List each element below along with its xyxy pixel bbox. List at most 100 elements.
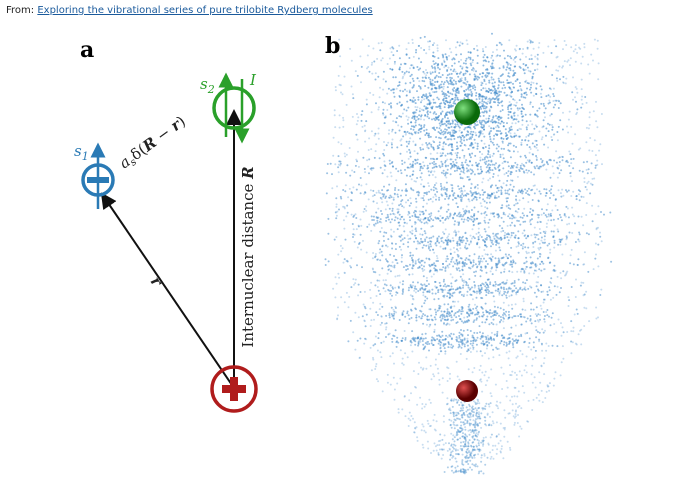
density-dot [403,130,406,133]
density-dot [539,318,541,321]
density-dot [416,177,419,179]
density-dot [452,102,455,105]
density-dot [495,404,498,407]
density-dot [466,350,469,353]
density-dot [433,298,436,301]
density-dot [481,307,484,310]
density-dot [510,234,513,237]
density-dot [574,86,577,89]
density-dot [460,164,463,167]
density-dot [347,196,350,199]
density-dot [467,312,470,315]
density-dot [515,101,518,104]
density-dot [440,62,443,65]
density-dot [449,292,452,295]
density-dot [334,86,337,88]
density-dot [414,215,417,218]
density-dot [450,138,453,141]
density-dot [434,119,437,122]
density-dot [393,213,396,216]
density-dot [543,143,546,146]
density-dot [496,54,499,57]
density-dot [586,160,589,163]
density-dot [561,326,564,329]
density-dot [537,320,540,323]
density-dot [451,187,454,190]
density-dot [464,212,467,215]
density-dot [536,188,538,191]
density-dot [476,241,479,244]
density-dot [504,213,507,216]
density-dot [465,211,468,213]
density-dot [472,67,475,70]
density-dot [552,236,555,239]
density-dot [487,91,490,93]
density-dot [497,189,500,192]
density-dot [549,251,552,254]
density-dot [395,167,398,170]
density-dot [556,228,559,231]
density-dot [458,222,460,225]
density-dot [577,333,580,336]
density-dot [465,88,468,91]
density-dot [478,97,481,100]
density-dot [411,273,414,276]
density-dot [511,221,513,224]
density-dot [359,192,362,195]
density-dot [420,101,422,104]
density-dot [517,109,520,111]
density-dot [448,334,451,337]
density-dot [446,312,449,314]
density-dot [402,266,405,269]
density-dot [553,159,556,162]
density-dot [546,244,549,247]
density-dot [475,198,478,201]
density-dot [485,336,488,339]
density-dot [490,88,493,91]
density-dot [454,164,457,167]
density-dot [583,181,586,183]
density-dot [538,220,541,223]
density-dot [535,329,538,332]
density-dot [454,99,457,101]
density-dot [390,143,393,146]
density-dot [421,267,424,270]
density-dot [466,315,469,318]
density-dot [434,69,437,72]
density-dot [459,190,462,193]
density-dot [542,119,545,122]
density-dot [472,259,475,262]
density-dot [556,209,559,211]
density-dot [526,214,529,217]
density-dot [511,265,514,268]
density-dot [583,177,586,180]
article-link[interactable]: Exploring the vibrational series of pure… [37,5,373,16]
density-dot [516,78,519,81]
density-dot [494,289,497,292]
density-dot [528,146,531,149]
density-dot [489,392,492,395]
density-dot [499,110,502,113]
density-dot [487,357,490,360]
density-dot [386,216,389,219]
density-dot [350,191,353,194]
density-dot [496,232,499,235]
density-dot [461,308,464,311]
density-dot [446,295,449,298]
density-dot [591,150,594,152]
density-dot [558,161,561,163]
density-dot [449,273,452,276]
density-dot [416,66,419,68]
density-dot [506,440,509,443]
density-dot [475,134,478,137]
density-dot [559,78,561,81]
density-dot [521,139,524,142]
density-dot [363,290,366,293]
density-dot [395,117,398,120]
density-dot [392,198,395,201]
density-dot [398,57,401,60]
density-dot [452,318,455,321]
density-dot [597,265,600,268]
density-dot [382,340,385,343]
density-dot [424,134,427,136]
